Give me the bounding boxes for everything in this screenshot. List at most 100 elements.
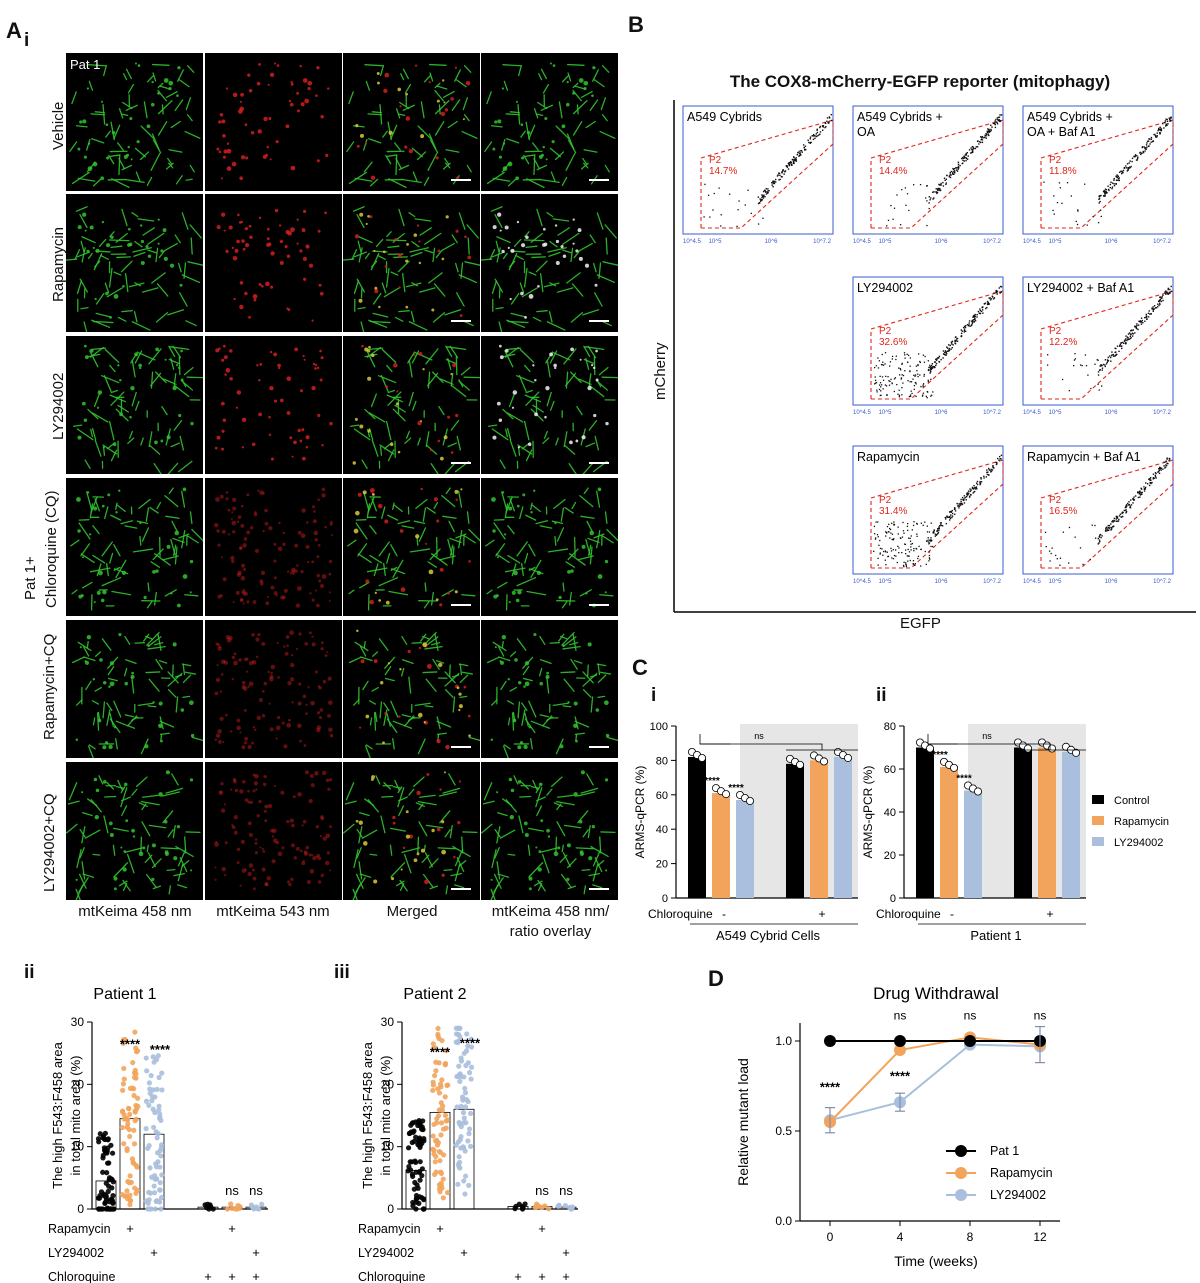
data-point (435, 1140, 441, 1146)
flow-plot-label-2: OA (857, 125, 876, 139)
data-point (202, 1202, 208, 1208)
micrograph-r4-c2 (205, 478, 342, 616)
data-point (466, 1131, 472, 1137)
data-point (418, 1126, 425, 1132)
row-label-ly294002-cq: LY294002+CQ (41, 793, 58, 892)
flow-plot-label: A549 Cybrids + (857, 110, 943, 124)
data-point (120, 1087, 126, 1093)
treatment-plus: + (126, 1221, 134, 1236)
data-point (120, 1040, 126, 1046)
micrograph-texture (486, 631, 618, 758)
data-point (419, 1172, 425, 1179)
data-point (121, 1112, 127, 1118)
ns-label: ns (982, 731, 992, 741)
data-point (444, 1082, 450, 1088)
micrograph-texture (485, 487, 618, 611)
flow-x-tick: 10^4.5 (853, 579, 871, 585)
data-point (154, 1086, 160, 1092)
data-point (122, 1036, 128, 1043)
data-point (417, 1142, 424, 1148)
data-point (109, 1150, 116, 1156)
data-point (438, 1183, 444, 1189)
legend-marker (955, 1145, 967, 1157)
data-point (430, 1079, 436, 1085)
panel-c-sub-ii: ii (876, 685, 887, 706)
chloroquine-label: Chloroquine (648, 907, 713, 921)
d-ns-12: ns (1034, 1008, 1047, 1022)
panel-a-sub-iii: iii (334, 962, 350, 983)
ns-bracket (700, 743, 823, 750)
a-ytick-label: 10 (71, 1140, 85, 1154)
data-point (149, 1093, 155, 1100)
marker-pat-1 (964, 1035, 976, 1047)
flow-plot-frame (1022, 276, 1174, 406)
data-point (462, 1085, 468, 1092)
gate-name: P2 (879, 326, 892, 337)
row-label-rapamycin: Rapamycin (50, 226, 67, 302)
treatment-plus: + (460, 1245, 468, 1260)
micrograph-texture (213, 487, 333, 608)
ns-bracket (928, 743, 1051, 750)
data-point (150, 1106, 156, 1112)
c-ytick-label: 60 (884, 764, 896, 776)
bar-rapamycin (810, 760, 828, 898)
marker-pat-1 (894, 1035, 906, 1047)
c-ytick-label: 0 (662, 893, 668, 905)
data-point (149, 1098, 155, 1104)
bar-control (786, 763, 804, 898)
data-point (411, 1138, 417, 1144)
data-point (121, 1193, 128, 1199)
row-label-rapamycin-cq: Rapamycin+CQ (41, 633, 58, 740)
data-point (143, 1055, 149, 1061)
data-point (152, 1206, 158, 1212)
flow-x-tick: 10^7.2 (983, 579, 1001, 585)
sig-stars: **** (460, 1035, 481, 1050)
micrograph-texture (73, 344, 203, 474)
col-label-458: mtKeima 458 nm (78, 903, 192, 920)
data-point (430, 1146, 436, 1152)
panel-d-letter: D (708, 966, 724, 991)
data-point (462, 1191, 468, 1197)
data-point (127, 1111, 133, 1117)
c-ytick-label: 0 (890, 893, 896, 905)
data-point (124, 1188, 130, 1194)
flow-x-tick: 10^7.2 (983, 239, 1001, 245)
panel-a-sub-i: i (24, 30, 30, 51)
data-point (405, 1145, 412, 1151)
data-point (556, 1203, 562, 1209)
gate-p2 (870, 119, 1004, 229)
data-point (456, 1154, 462, 1160)
data-point (431, 1045, 437, 1051)
treatment-row-label: Rapamycin (48, 1222, 111, 1236)
data-point (463, 1120, 469, 1126)
data-point (157, 1187, 163, 1193)
a-ytick-label: 20 (381, 1077, 395, 1091)
c-ytick-label: 40 (656, 824, 668, 836)
micrograph-r5-c3 (343, 620, 480, 758)
treatment-plus: + (252, 1245, 260, 1260)
micrograph-r1-c4 (481, 53, 618, 191)
flow-x-tick: 10^7.2 (1153, 410, 1171, 416)
gate-name: P2 (879, 495, 892, 506)
micrograph-r4-c1 (66, 478, 203, 616)
a-ytick-label: 0 (387, 1202, 394, 1216)
flow-ylabel: mCherry (652, 342, 669, 400)
treatment-row-label: LY294002 (48, 1246, 104, 1260)
micrograph-r1-c2 (205, 53, 342, 191)
data-point (121, 1141, 127, 1147)
data-point (132, 1185, 138, 1191)
data-point (417, 1121, 423, 1128)
data-point (567, 1204, 573, 1211)
d-ytick-label: 0.0 (775, 1214, 792, 1228)
data-point (420, 1206, 427, 1212)
micrograph-r3-c2 (205, 336, 342, 474)
data-point (144, 1068, 150, 1074)
data-point (159, 1070, 165, 1076)
data-point (467, 1143, 474, 1149)
legend-marker (955, 1189, 967, 1201)
col-label-543: mtKeima 543 nm (216, 903, 330, 920)
bar-ly294002 (834, 756, 852, 898)
